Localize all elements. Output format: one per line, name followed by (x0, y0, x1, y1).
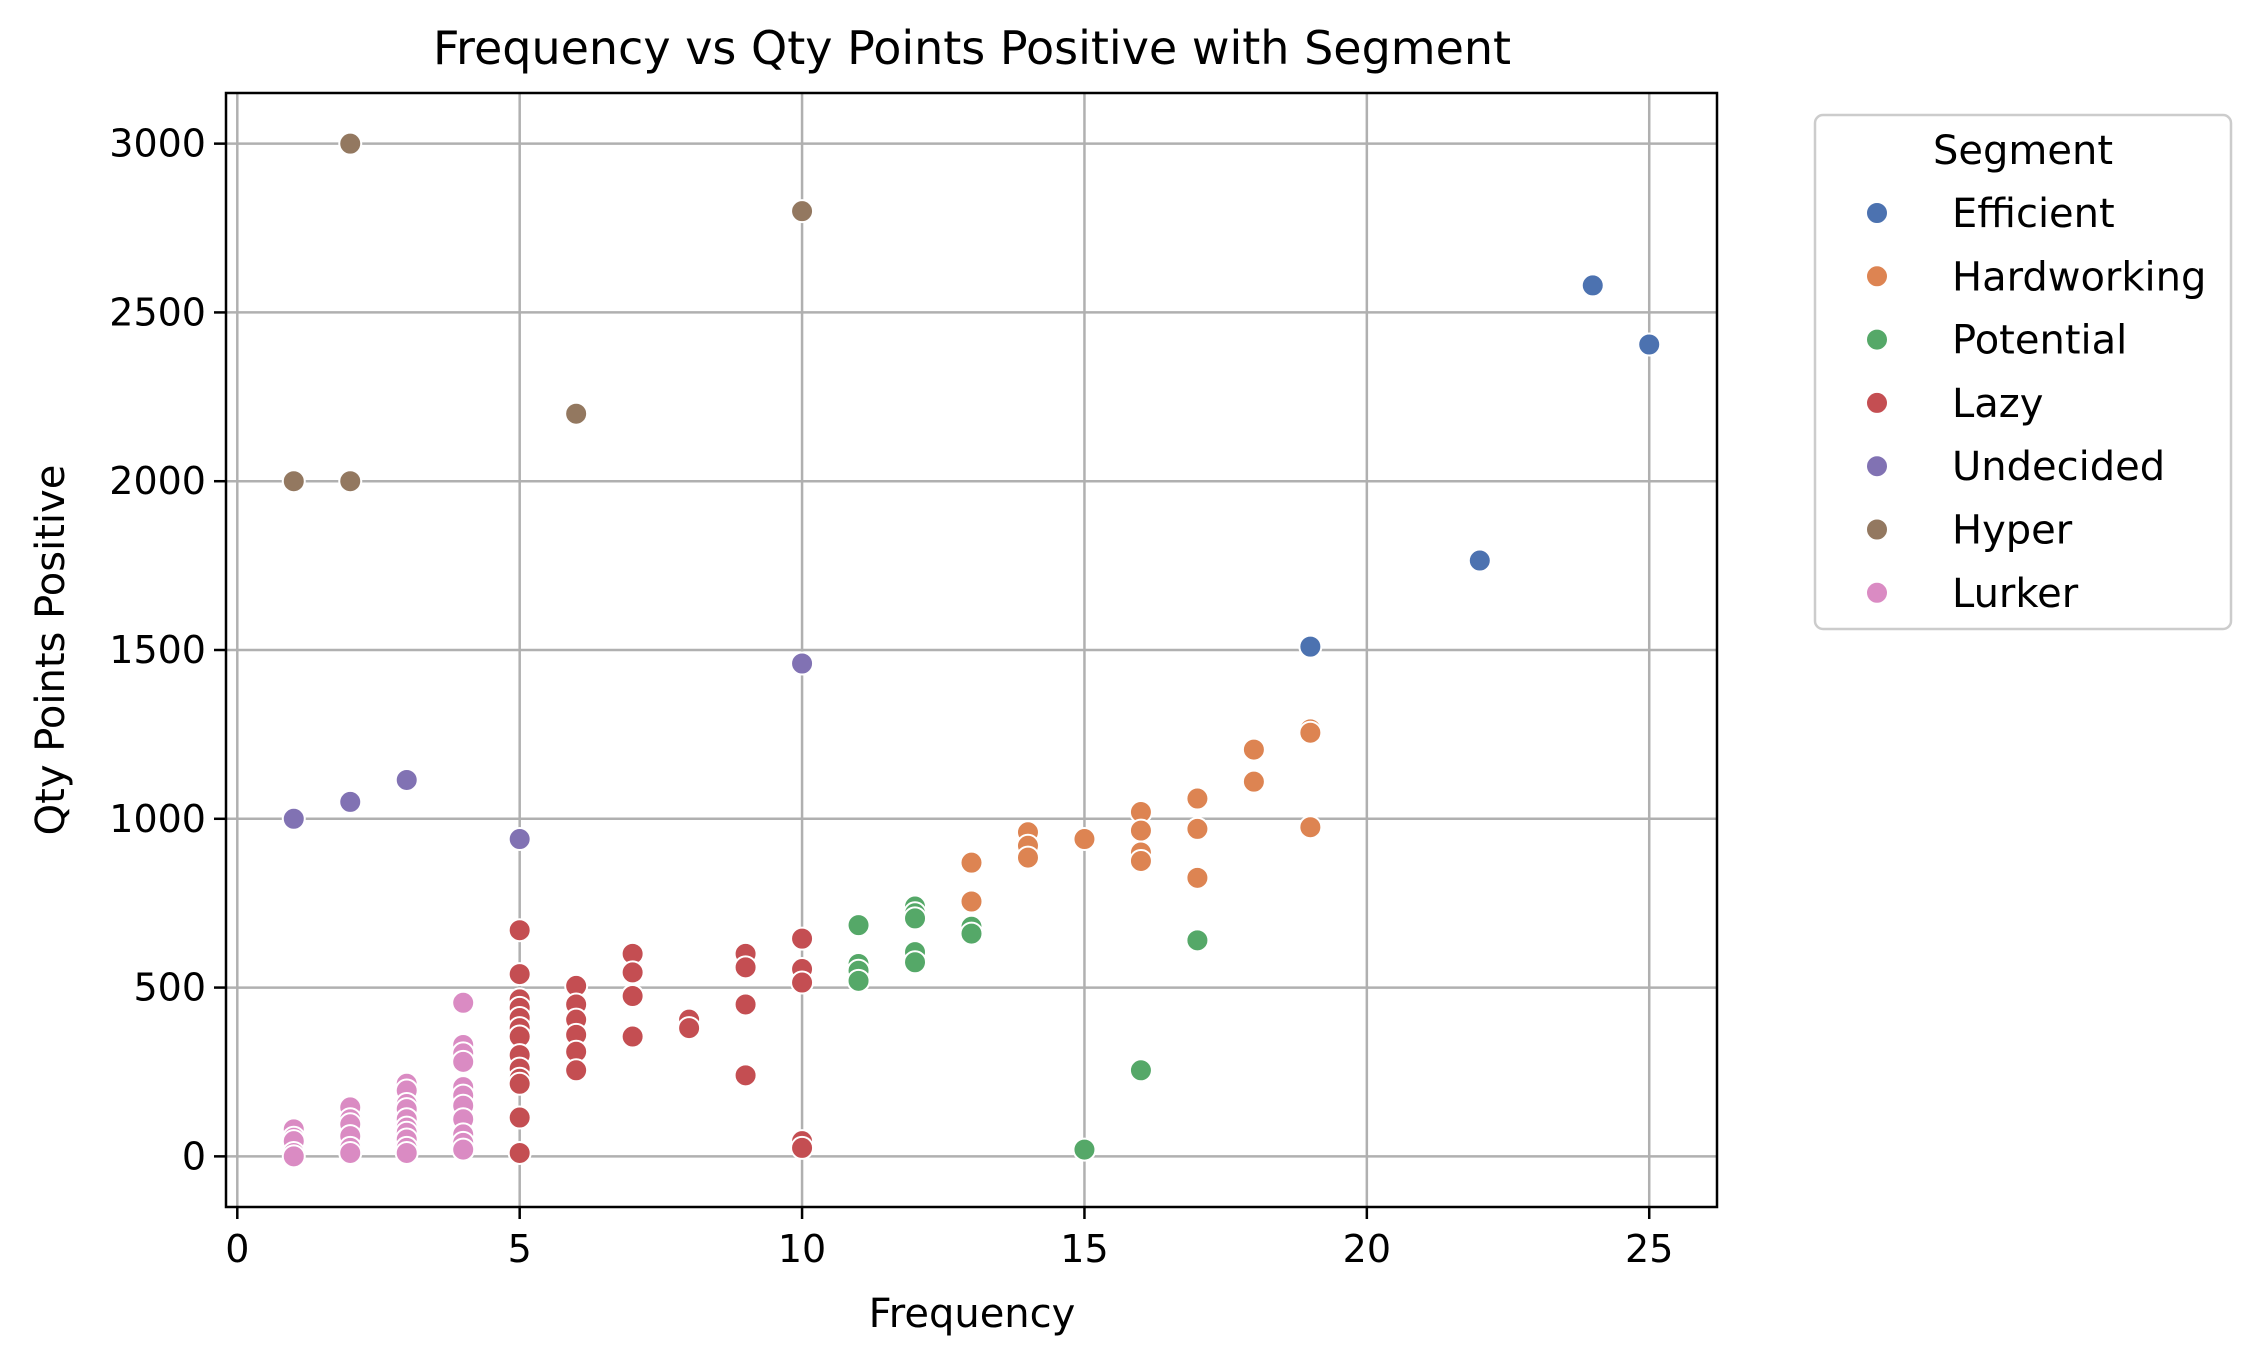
legend-marker-hardworking (1865, 264, 1889, 289)
legend: Segment Efficient Hardworking Potential Laz… (1813, 113, 2233, 631)
y-tick-label: 3000 (109, 122, 206, 166)
point-lazy (790, 926, 815, 951)
x-tick-label: 15 (1060, 1227, 1108, 1271)
legend-box (1813, 113, 2233, 631)
point-potential (903, 906, 928, 931)
legend-items: Efficient Hardworking Potential Lazy Undecid… (1865, 191, 2206, 617)
legend-marker-lurker (1865, 580, 1889, 605)
point-potential (1128, 1058, 1153, 1083)
legend-marker-efficient (1865, 201, 1889, 225)
point-hardworking (1241, 737, 1266, 762)
grid (226, 93, 1717, 1207)
point-lazy (564, 1058, 589, 1083)
point-lazy (507, 918, 532, 943)
point-potential (903, 950, 928, 975)
point-hardworking (1185, 865, 1210, 890)
legend-marker-lazy (1865, 390, 1889, 415)
point-lurker (338, 1140, 363, 1165)
point-lazy (620, 1024, 645, 1049)
point-efficient (1467, 548, 1492, 573)
point-hardworking (1298, 815, 1323, 840)
legend-marker-undecided (1865, 454, 1889, 479)
point-hardworking (959, 889, 984, 914)
point-potential (846, 913, 871, 938)
point-lurker (451, 1049, 476, 1074)
point-hardworking (1185, 816, 1210, 841)
point-lazy (620, 960, 645, 985)
point-undecided (790, 651, 815, 676)
y-tick-label: 0 (182, 1134, 206, 1178)
x-tick-label: 20 (1343, 1227, 1391, 1271)
point-lurker (281, 1144, 306, 1169)
point-hyper (790, 199, 815, 224)
x-tick-label: 25 (1625, 1227, 1673, 1271)
legend-label-hardworking: Hardworking (1952, 254, 2206, 300)
point-hardworking (959, 850, 984, 875)
point-lazy (620, 984, 645, 1009)
x-tick-label: 5 (508, 1227, 532, 1271)
point-hardworking (1241, 769, 1266, 794)
legend-marker-hyper (1865, 517, 1889, 542)
legend-title: Segment (1933, 128, 2113, 174)
point-lazy (733, 1063, 758, 1088)
y-tick-label: 1500 (109, 628, 206, 672)
chart-title: Frequency vs Qty Points Positive with Se… (433, 21, 1511, 75)
legend-label-efficient: Efficient (1952, 191, 2115, 237)
point-potential (1185, 928, 1210, 953)
point-undecided (281, 806, 306, 831)
point-lazy (507, 1140, 532, 1165)
point-lurker (451, 990, 476, 1015)
point-lurker (394, 1140, 419, 1165)
x-tick-label: 10 (778, 1227, 826, 1271)
point-lazy (733, 992, 758, 1017)
point-hardworking (1128, 818, 1153, 843)
legend-marker-potential (1865, 327, 1889, 352)
point-hyper (338, 469, 363, 494)
point-undecided (507, 827, 532, 852)
point-potential (846, 968, 871, 993)
point-hyper (338, 131, 363, 156)
data-points (281, 131, 1662, 1169)
y-tick-label: 2500 (109, 290, 206, 334)
point-lazy (677, 1016, 702, 1041)
legend-label-undecided: Undecided (1952, 444, 2165, 490)
point-hyper (564, 401, 589, 426)
legend-label-lurker: Lurker (1952, 571, 2079, 617)
y-tick-label: 500 (133, 966, 206, 1010)
point-lazy (733, 955, 758, 980)
point-hardworking (1072, 827, 1097, 852)
point-lurker (451, 1137, 476, 1162)
point-lazy (507, 1105, 532, 1130)
point-hyper (281, 469, 306, 494)
legend-label-hyper: Hyper (1952, 508, 2073, 554)
point-lazy (790, 970, 815, 995)
point-potential (1072, 1137, 1097, 1162)
point-undecided (394, 767, 419, 792)
legend-label-lazy: Lazy (1952, 381, 2043, 427)
point-hardworking (1185, 786, 1210, 811)
x-axis-label: Frequency (869, 1291, 1076, 1337)
point-hardworking (1298, 720, 1323, 745)
y-axis-label: Qty Points Positive (28, 465, 74, 836)
point-lazy (790, 1135, 815, 1160)
point-efficient (1637, 332, 1662, 357)
point-efficient (1298, 634, 1323, 659)
point-efficient (1580, 273, 1605, 298)
x-tick-label: 0 (225, 1227, 249, 1271)
point-lazy (507, 962, 532, 987)
point-hardworking (1128, 848, 1153, 873)
point-undecided (338, 789, 363, 814)
point-lazy (507, 1071, 532, 1096)
point-hardworking (1015, 845, 1040, 870)
point-potential (959, 921, 984, 946)
y-tick-label: 1000 (109, 797, 206, 841)
legend-label-potential: Potential (1952, 318, 2127, 364)
y-tick-label: 2000 (109, 459, 206, 503)
axis-ticks: 0 5 10 15 20 25 0 500 1000 1500 2000 2500 3000 (109, 122, 1673, 1271)
